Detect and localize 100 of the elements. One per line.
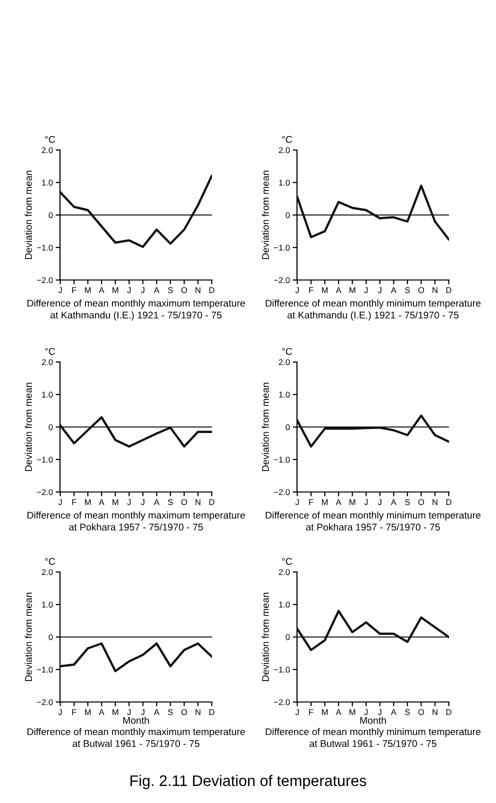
x-tick-label: A [154,709,160,715]
x-tick-label: J [127,709,131,716]
x-tick-label: M [112,499,118,505]
y-tick-label: −2.0 [274,489,290,496]
x-tick-label: J [58,499,62,506]
line-series [60,174,212,248]
y-tick-label: 1.0 [42,602,53,608]
x-tick-label: N [196,499,200,505]
y-tick-label: 2.0 [42,359,53,366]
y-tick-label: 0 [286,634,290,640]
y-axis-title: Deviation from mean [24,382,32,472]
text: Difference of mean monthly maximum temperature at Kathmandu (I.E.) 1921 - 75/1970 - 75 [27,300,245,320]
x-tick-label: S [405,709,410,716]
x-tick-label: J [140,709,144,716]
x-tick-label: S [168,499,173,506]
caption: Fig. 2.11 Deviation of temperatures [130,774,366,790]
x-tick-label: F [309,499,314,505]
x-tick-label: N [196,709,200,715]
x-tick-label: M [85,287,91,293]
y-tick-label: 2.0 [42,569,53,576]
y-tick-label: 2.0 [42,147,53,154]
x-tick-label: A [336,499,342,505]
x-tick-label: A [390,499,396,505]
y-tick-label: 1.0 [279,180,290,186]
y-tick-label: −1.0 [37,666,53,673]
x-tick-label: O [181,499,188,506]
x-tick-label: M [322,709,328,715]
x-tick-label: M [112,287,118,293]
y-tick-label: 1.0 [42,392,53,398]
y-tick-label: −1.0 [274,456,290,463]
x-tick-label: D [209,499,214,505]
text: Difference of mean monthly maximum temperature at Butwal 1961 - 75/1970 - 75 [27,728,245,748]
x-tick-label: F [72,499,76,505]
x-tick-label: M [350,287,356,293]
y-tick-label: −2.0 [37,699,53,706]
text: Difference of mean monthly minimum temperature at Kathmandu (I.E.) 1921 - 75/1970 - 75 [266,300,481,320]
x-tick-label: D [446,499,452,505]
x-tick-label: O [418,709,424,716]
x-tick-label: M [350,499,356,505]
text: °C [282,558,292,565]
x-tick-label: J [127,287,131,294]
x-tick-label: A [154,499,160,505]
line-series [297,184,449,240]
x-tick-label: O [418,287,424,294]
y-axis-title: Deviation from mean [24,592,32,682]
text: °C [282,348,292,355]
x-tick-label: O [181,287,188,294]
x-tick-label: N [432,287,438,293]
x-tick-label: J [140,287,144,294]
x-tick-label: N [196,287,200,293]
y-tick-label: 0 [286,212,290,218]
x-tick-label: M [350,709,356,715]
y-tick-label: 0 [48,212,53,218]
x-axis-title: Month [123,716,149,724]
x-tick-label: J [378,287,382,294]
y-tick-label: 2.0 [278,147,290,154]
y-tick-label: −2.0 [274,699,290,706]
y-tick-label: 1.0 [279,392,290,398]
y-axis-title: Deviation from mean [24,170,32,260]
text: °C [45,136,56,143]
x-tick-label: O [418,499,424,506]
text: Difference of mean monthly minimum temperature at Butwal 1961 - 75/1970 - 75 [266,728,481,748]
text: °C [282,136,292,143]
y-axis-title: Deviation from mean [262,382,269,472]
x-tick-label: J [378,499,382,506]
x-tick-label: F [309,287,314,293]
x-tick-label: M [112,709,118,715]
x-tick-label: S [405,499,410,506]
text: °C [45,558,56,565]
y-tick-label: −2.0 [37,489,53,496]
x-tick-label: A [98,709,104,715]
x-tick-label: J [58,287,62,294]
x-tick-label: J [378,709,382,716]
x-tick-label: J [364,709,368,716]
x-tick-label: J [127,499,131,506]
x-tick-label: N [432,709,438,715]
x-tick-label: M [322,287,328,293]
x-axis-title: Month [360,716,386,724]
y-axis-title: Deviation from mean [262,170,269,260]
y-tick-label: −1.0 [37,456,53,463]
y-tick-label: −1.0 [37,244,53,251]
x-tick-label: J [58,709,62,716]
x-tick-label: A [390,709,396,715]
y-tick-label: 1.0 [42,180,53,186]
x-tick-label: M [85,709,91,715]
line-series [60,642,212,672]
y-tick-label: 2.0 [278,359,290,366]
x-tick-label: S [168,709,173,716]
x-tick-label: A [154,287,160,293]
y-tick-label: 2.0 [278,569,290,576]
x-tick-label: J [295,709,299,716]
text: Difference of mean monthly minimum temperature at Pokhara 1957 - 75/1970 - 75 [266,512,481,531]
y-tick-label: −2.0 [37,277,53,284]
x-tick-label: F [72,709,76,715]
x-tick-label: M [322,499,328,505]
x-tick-label: J [140,499,144,506]
x-tick-label: A [390,287,396,293]
y-tick-label: 0 [286,424,290,430]
y-tick-label: 1.0 [279,602,290,608]
y-tick-label: −1.0 [274,244,290,251]
